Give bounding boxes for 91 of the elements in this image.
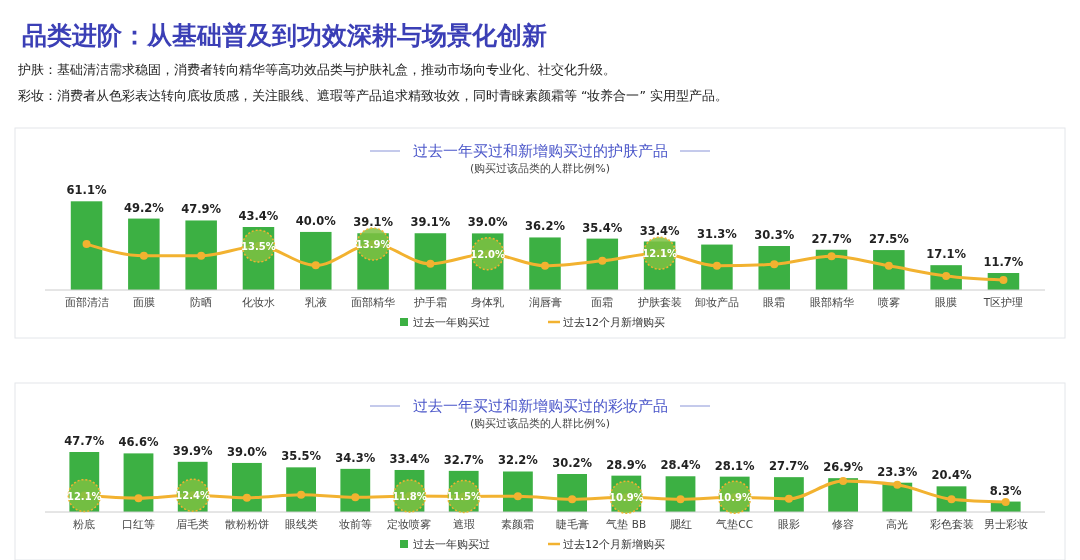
data-label: 27.5%: [868, 232, 910, 247]
data-label: 12.1%: [642, 248, 677, 260]
x-tick-label: 睫毛膏: [555, 518, 589, 530]
data-label: 47.7%: [64, 434, 105, 448]
x-tick-label: 眼影: [777, 518, 800, 530]
data-label: 23.3%: [877, 464, 918, 479]
data-label: 40.0%: [295, 213, 337, 228]
data-label: 12.0%: [470, 248, 506, 260]
x-tick-label: 眼霜: [763, 296, 786, 308]
data-label: 33.4%: [639, 223, 681, 238]
data-label: 46.6%: [118, 435, 159, 450]
x-tick-label: 眼部精华: [809, 296, 854, 308]
data-label: 12.1%: [66, 490, 102, 502]
x-tick-label: T区护理: [982, 296, 1024, 308]
text: 品类进阶：从基础普及到功效深耕与场景化创新: [22, 21, 547, 50]
data-label: 33.4%: [389, 451, 430, 466]
chart-subtitle: (购买过该品类的人群比例%): [469, 417, 611, 430]
data-label: 31.3%: [696, 226, 738, 241]
data-label: 26.9%: [823, 460, 864, 475]
data-label: 28.1%: [714, 458, 756, 473]
x-tick-label: 定妆喷雾: [387, 518, 432, 530]
x-tick-label: 眉毛类: [176, 518, 210, 530]
x-tick-label: 妆前等: [338, 518, 372, 530]
data-label: 47.9%: [181, 202, 222, 217]
data-label: 39.0%: [226, 444, 268, 459]
x-tick-label: 高光: [886, 518, 909, 530]
x-tick-label: 面霜: [591, 296, 614, 308]
data-label: 12.4%: [175, 490, 211, 502]
x-tick-label: 身体乳: [471, 296, 505, 308]
data-label: 10.9%: [608, 492, 644, 504]
data-label: 39.1%: [353, 215, 394, 230]
data-label: 28.9%: [606, 457, 647, 472]
data-label: 17.1%: [926, 247, 967, 262]
data-label: 39.9%: [172, 443, 214, 458]
data-label: 32.7%: [443, 452, 485, 467]
x-tick-label: 眼膜: [935, 296, 958, 308]
legend-label: 过去一年购买过: [413, 316, 490, 329]
x-tick-label: 护手霜: [412, 296, 447, 308]
chart-title: 过去一年买过和新增购买过的护肤产品: [412, 142, 668, 160]
x-tick-label: 气垫CC: [716, 518, 754, 530]
x-tick-label: 护肤套装: [636, 296, 682, 308]
x-tick-label: 粉底: [73, 518, 96, 530]
text: 护肤：基础清洁需求稳固，消费者转向精华等高功效品类与护肤礼盒，推动市场向专业化、社交化升级。: [17, 62, 616, 77]
x-tick-label: 气垫 BB: [606, 518, 647, 530]
data-label: 27.7%: [811, 231, 852, 246]
data-label: 30.3%: [754, 228, 795, 243]
x-tick-label: 化妆水: [241, 296, 275, 308]
data-label: 8.3%: [989, 483, 1023, 498]
x-tick-label: 面膜: [132, 296, 155, 308]
data-label: 49.2%: [123, 200, 165, 215]
x-tick-label: 散粉粉饼: [224, 518, 269, 530]
data-label: 36.2%: [525, 219, 566, 234]
data-label: 39.0%: [467, 215, 509, 230]
text: 彩妆：消费者从色彩表达转向底妆质感，关注眼线、遮瑕等产品追求精致妆效，同时青睐素颜霜等 “妆养合一” 实用型产品。: [18, 88, 728, 103]
x-tick-label: 遮瑕: [452, 518, 475, 530]
x-tick-label: 眼线类: [284, 518, 318, 530]
x-tick-label: 修容: [832, 518, 855, 530]
x-tick-label: 腮红: [669, 518, 692, 530]
data-label: 35.5%: [281, 449, 322, 464]
data-label: 13.5%: [241, 241, 276, 253]
data-label: 30.2%: [552, 456, 593, 471]
x-tick-label: 防晒: [190, 296, 213, 308]
x-tick-label: 乳液: [304, 296, 327, 308]
data-label: 10.9%: [717, 492, 753, 504]
data-label: 43.4%: [238, 209, 279, 223]
data-label: 61.1%: [66, 183, 107, 198]
x-tick-label: 素颜霜: [501, 518, 535, 530]
chart-title: 过去一年买过和新增购买过的彩妆产品: [412, 397, 668, 415]
legend-label: 过去12个月新增购买: [563, 316, 665, 329]
chart-subtitle: (购买过该品类的人群比例%): [469, 162, 611, 175]
data-label: 34.3%: [335, 450, 376, 465]
x-tick-label: 彩色套装: [929, 518, 974, 530]
x-tick-label: 男士彩妆: [983, 518, 1028, 530]
x-tick-label: 口红等: [122, 518, 155, 530]
x-tick-label: 卸妆产品: [694, 296, 739, 308]
x-tick-label: 面部清洁: [64, 296, 109, 308]
x-tick-label: 润唇膏: [528, 296, 562, 308]
data-label: 28.4%: [660, 458, 701, 473]
data-label: 32.2%: [497, 453, 539, 468]
data-label: 39.1%: [410, 215, 451, 230]
data-label: 27.7%: [768, 459, 810, 474]
data-label: 11.8%: [392, 491, 427, 502]
x-tick-label: 面部精华: [351, 296, 396, 308]
data-label: 35.4%: [582, 220, 623, 235]
legend-label: 过去一年购买过: [413, 538, 490, 551]
data-label: 11.5%: [446, 491, 482, 503]
legend-label: 过去12个月新增购买: [563, 538, 665, 551]
data-label: 20.4%: [931, 468, 972, 483]
data-label: 13.9%: [355, 239, 391, 251]
data-label: 11.7%: [983, 255, 1024, 270]
x-tick-label: 喷雾: [877, 296, 900, 308]
